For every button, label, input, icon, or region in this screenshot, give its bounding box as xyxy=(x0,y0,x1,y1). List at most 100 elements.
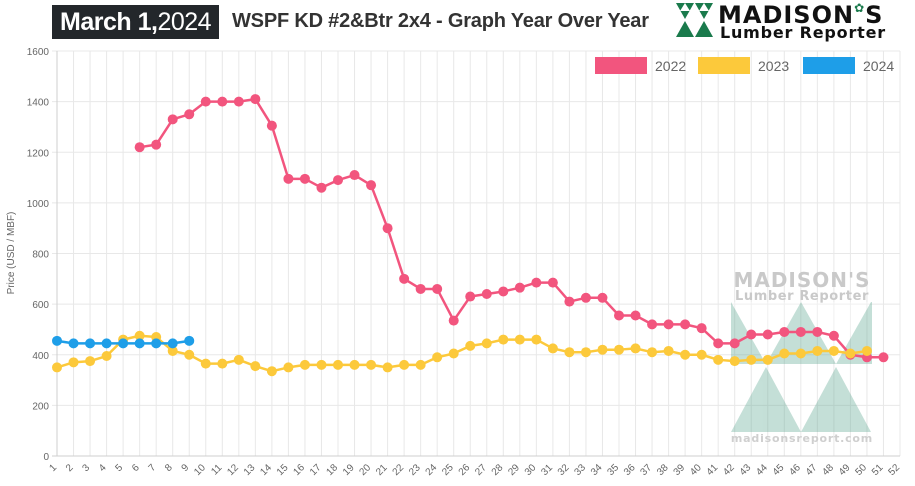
data-point[interactable] xyxy=(266,120,277,131)
data-point[interactable] xyxy=(713,338,724,349)
data-point[interactable] xyxy=(316,182,327,193)
data-point[interactable] xyxy=(746,354,757,365)
data-point[interactable] xyxy=(564,296,575,307)
data-point[interactable] xyxy=(217,96,228,107)
data-point[interactable] xyxy=(299,359,310,370)
data-point[interactable] xyxy=(547,277,558,288)
data-point[interactable] xyxy=(481,289,492,299)
data-point[interactable] xyxy=(85,338,96,349)
data-point[interactable] xyxy=(630,310,641,321)
data-point[interactable] xyxy=(729,338,740,349)
data-point[interactable] xyxy=(597,344,608,355)
data-point[interactable] xyxy=(514,334,525,345)
data-point[interactable] xyxy=(680,349,691,360)
data-point[interactable] xyxy=(200,96,211,107)
data-point[interactable] xyxy=(200,358,211,369)
data-point[interactable] xyxy=(614,344,624,355)
data-point[interactable] xyxy=(52,335,62,346)
data-point[interactable] xyxy=(845,348,856,359)
data-point[interactable] xyxy=(531,277,542,288)
data-point[interactable] xyxy=(316,359,327,370)
data-point[interactable] xyxy=(498,286,509,297)
data-point[interactable] xyxy=(498,334,509,345)
data-point[interactable] xyxy=(448,315,459,326)
legend-item-2024[interactable]: 2024 xyxy=(803,57,894,74)
data-point[interactable] xyxy=(762,354,773,365)
data-point[interactable] xyxy=(184,109,195,120)
data-point[interactable] xyxy=(167,345,178,356)
data-point[interactable] xyxy=(250,94,261,105)
data-point[interactable] xyxy=(580,347,591,358)
data-point[interactable] xyxy=(713,354,724,365)
data-point[interactable] xyxy=(597,292,608,303)
data-point[interactable] xyxy=(729,356,740,367)
data-point[interactable] xyxy=(382,362,393,373)
data-point[interactable] xyxy=(167,114,178,125)
data-point[interactable] xyxy=(415,283,426,294)
data-point[interactable] xyxy=(68,338,79,349)
data-point[interactable] xyxy=(878,352,889,363)
data-point[interactable] xyxy=(828,330,839,341)
data-point[interactable] xyxy=(696,323,707,334)
data-point[interactable] xyxy=(812,345,823,356)
data-point[interactable] xyxy=(465,291,476,302)
data-point[interactable] xyxy=(795,348,806,359)
data-point[interactable] xyxy=(564,347,575,358)
data-point[interactable] xyxy=(531,334,542,345)
data-point[interactable] xyxy=(68,357,79,368)
data-point[interactable] xyxy=(514,282,525,293)
data-point[interactable] xyxy=(630,343,641,354)
data-point[interactable] xyxy=(283,362,294,373)
legend-item-2023[interactable]: 2023 xyxy=(698,57,789,74)
data-point[interactable] xyxy=(465,340,476,351)
data-point[interactable] xyxy=(779,326,790,337)
data-point[interactable] xyxy=(746,329,757,340)
data-point[interactable] xyxy=(861,345,872,356)
legend-item-2022[interactable]: 2022 xyxy=(595,57,686,74)
data-point[interactable] xyxy=(547,343,558,354)
data-point[interactable] xyxy=(299,173,310,184)
data-point[interactable] xyxy=(134,142,145,153)
data-point[interactable] xyxy=(101,338,112,349)
data-point[interactable] xyxy=(663,345,674,356)
data-point[interactable] xyxy=(134,338,145,349)
data-point[interactable] xyxy=(217,358,228,369)
data-point[interactable] xyxy=(349,170,360,181)
data-point[interactable] xyxy=(366,180,377,191)
data-point[interactable] xyxy=(349,359,360,370)
data-point[interactable] xyxy=(812,326,823,337)
data-point[interactable] xyxy=(779,348,790,359)
data-point[interactable] xyxy=(233,96,244,107)
data-point[interactable] xyxy=(85,356,96,367)
data-point[interactable] xyxy=(184,349,195,360)
data-point[interactable] xyxy=(118,338,129,349)
data-point[interactable] xyxy=(167,338,178,349)
data-point[interactable] xyxy=(614,310,624,321)
data-point[interactable] xyxy=(233,354,244,365)
data-point[interactable] xyxy=(795,326,806,337)
data-point[interactable] xyxy=(663,319,674,330)
data-point[interactable] xyxy=(647,319,658,330)
data-point[interactable] xyxy=(283,173,294,184)
data-point[interactable] xyxy=(266,366,277,377)
data-point[interactable] xyxy=(432,283,443,294)
data-point[interactable] xyxy=(366,359,377,370)
data-point[interactable] xyxy=(399,359,410,370)
data-point[interactable] xyxy=(151,139,162,150)
data-point[interactable] xyxy=(828,345,839,356)
data-point[interactable] xyxy=(696,349,707,360)
data-point[interactable] xyxy=(415,359,426,370)
data-point[interactable] xyxy=(580,292,591,303)
data-point[interactable] xyxy=(399,273,410,284)
data-point[interactable] xyxy=(250,361,261,372)
data-point[interactable] xyxy=(762,329,773,340)
data-point[interactable] xyxy=(184,335,195,346)
data-point[interactable] xyxy=(134,330,145,341)
data-point[interactable] xyxy=(448,348,459,359)
data-point[interactable] xyxy=(382,223,393,234)
data-point[interactable] xyxy=(151,338,162,349)
data-point[interactable] xyxy=(680,319,691,330)
data-point[interactable] xyxy=(647,347,658,358)
data-point[interactable] xyxy=(481,338,492,349)
data-point[interactable] xyxy=(333,175,343,186)
